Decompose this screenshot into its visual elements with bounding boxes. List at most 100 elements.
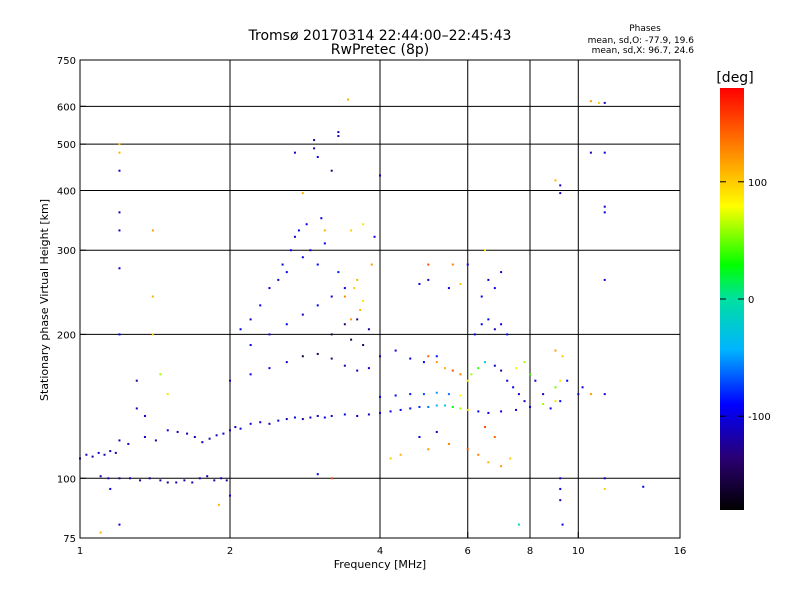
- data-point: [201, 441, 204, 444]
- data-point: [515, 408, 518, 411]
- data-point: [466, 448, 469, 451]
- data-point: [151, 229, 154, 232]
- data-point: [362, 344, 365, 347]
- gridlines: [80, 60, 680, 538]
- data-point: [549, 407, 552, 410]
- data-point: [166, 429, 169, 432]
- data-point: [409, 357, 412, 360]
- data-point: [118, 169, 121, 172]
- data-point: [229, 379, 231, 382]
- data-point: [127, 442, 130, 445]
- data-point: [451, 405, 454, 408]
- data-point: [459, 373, 462, 376]
- data-point: [215, 434, 218, 437]
- data-point: [330, 295, 333, 298]
- x-axis-label: Frequency [MHz]: [334, 558, 426, 571]
- data-point: [268, 287, 271, 290]
- data-point: [559, 400, 562, 403]
- x-tick-label: 8: [527, 546, 533, 557]
- data-point: [459, 394, 462, 397]
- x-tick-label: 6: [465, 546, 471, 557]
- data-point: [323, 416, 326, 419]
- data-point: [320, 217, 323, 220]
- data-point: [515, 367, 518, 370]
- data-point: [175, 481, 178, 484]
- data-point: [517, 523, 520, 526]
- data-point: [506, 333, 509, 336]
- data-point: [193, 435, 196, 438]
- data-point: [534, 379, 537, 382]
- data-point: [447, 287, 450, 290]
- data-point: [268, 422, 271, 425]
- chart-title: Tromsø 20170314 22:44:00–22:45:43: [248, 28, 512, 44]
- data-point: [484, 249, 487, 252]
- data-point: [443, 404, 446, 407]
- data-point: [470, 373, 473, 376]
- data-point: [191, 481, 194, 484]
- data-point: [566, 379, 569, 382]
- data-point: [435, 355, 438, 358]
- data-point: [148, 477, 151, 480]
- data-point: [422, 393, 425, 396]
- data-point: [281, 263, 284, 266]
- data-point: [500, 369, 503, 372]
- data-point: [359, 308, 362, 311]
- data-point: [239, 328, 242, 331]
- data-point: [301, 313, 304, 316]
- data-point: [559, 499, 562, 502]
- data-point: [554, 349, 557, 352]
- data-point: [561, 523, 564, 526]
- data-point: [234, 426, 237, 429]
- data-point: [107, 477, 110, 480]
- data-point: [427, 355, 430, 358]
- colorbar-tick-label: -100: [748, 412, 771, 423]
- data-point: [186, 432, 189, 435]
- data-point: [512, 386, 515, 389]
- data-point: [151, 295, 154, 298]
- data-point: [198, 477, 201, 480]
- data-point: [249, 318, 252, 321]
- data-point: [500, 271, 503, 274]
- data-point: [399, 408, 402, 411]
- data-point: [589, 100, 592, 103]
- data-point: [427, 263, 430, 266]
- data-point: [589, 151, 592, 154]
- data-point: [330, 477, 333, 480]
- data-point: [350, 229, 353, 232]
- data-point: [176, 430, 179, 433]
- data-point: [529, 373, 531, 376]
- data-point: [487, 318, 490, 321]
- data-point: [356, 318, 359, 321]
- data-point: [343, 323, 346, 326]
- data-point: [301, 256, 304, 259]
- data-point: [603, 477, 606, 480]
- data-point: [143, 435, 146, 438]
- data-point: [500, 410, 503, 413]
- data-point: [118, 143, 121, 146]
- colorbar-tick-label: 0: [748, 295, 754, 306]
- data-point: [343, 413, 346, 416]
- data-point: [343, 295, 346, 298]
- data-point: [330, 169, 333, 172]
- y-tick-label: 200: [57, 330, 76, 341]
- data-point: [399, 453, 402, 456]
- data-point: [379, 174, 381, 177]
- data-point: [285, 361, 288, 364]
- data-point: [220, 477, 223, 480]
- data-point: [379, 395, 381, 398]
- colorbar-label: [deg]: [716, 70, 753, 86]
- data-point: [293, 151, 296, 154]
- y-tick-label: 400: [57, 186, 76, 197]
- data-points: [79, 98, 645, 534]
- data-point: [166, 393, 169, 396]
- data-point: [285, 271, 288, 274]
- x-axis-ticks: 1 2 4 6 8 10 16: [77, 532, 686, 557]
- data-point: [506, 379, 509, 382]
- data-point: [249, 373, 252, 376]
- data-point: [542, 403, 545, 406]
- data-point: [277, 278, 280, 281]
- data-point: [367, 413, 370, 416]
- data-point: [337, 135, 340, 138]
- data-point: [118, 229, 121, 232]
